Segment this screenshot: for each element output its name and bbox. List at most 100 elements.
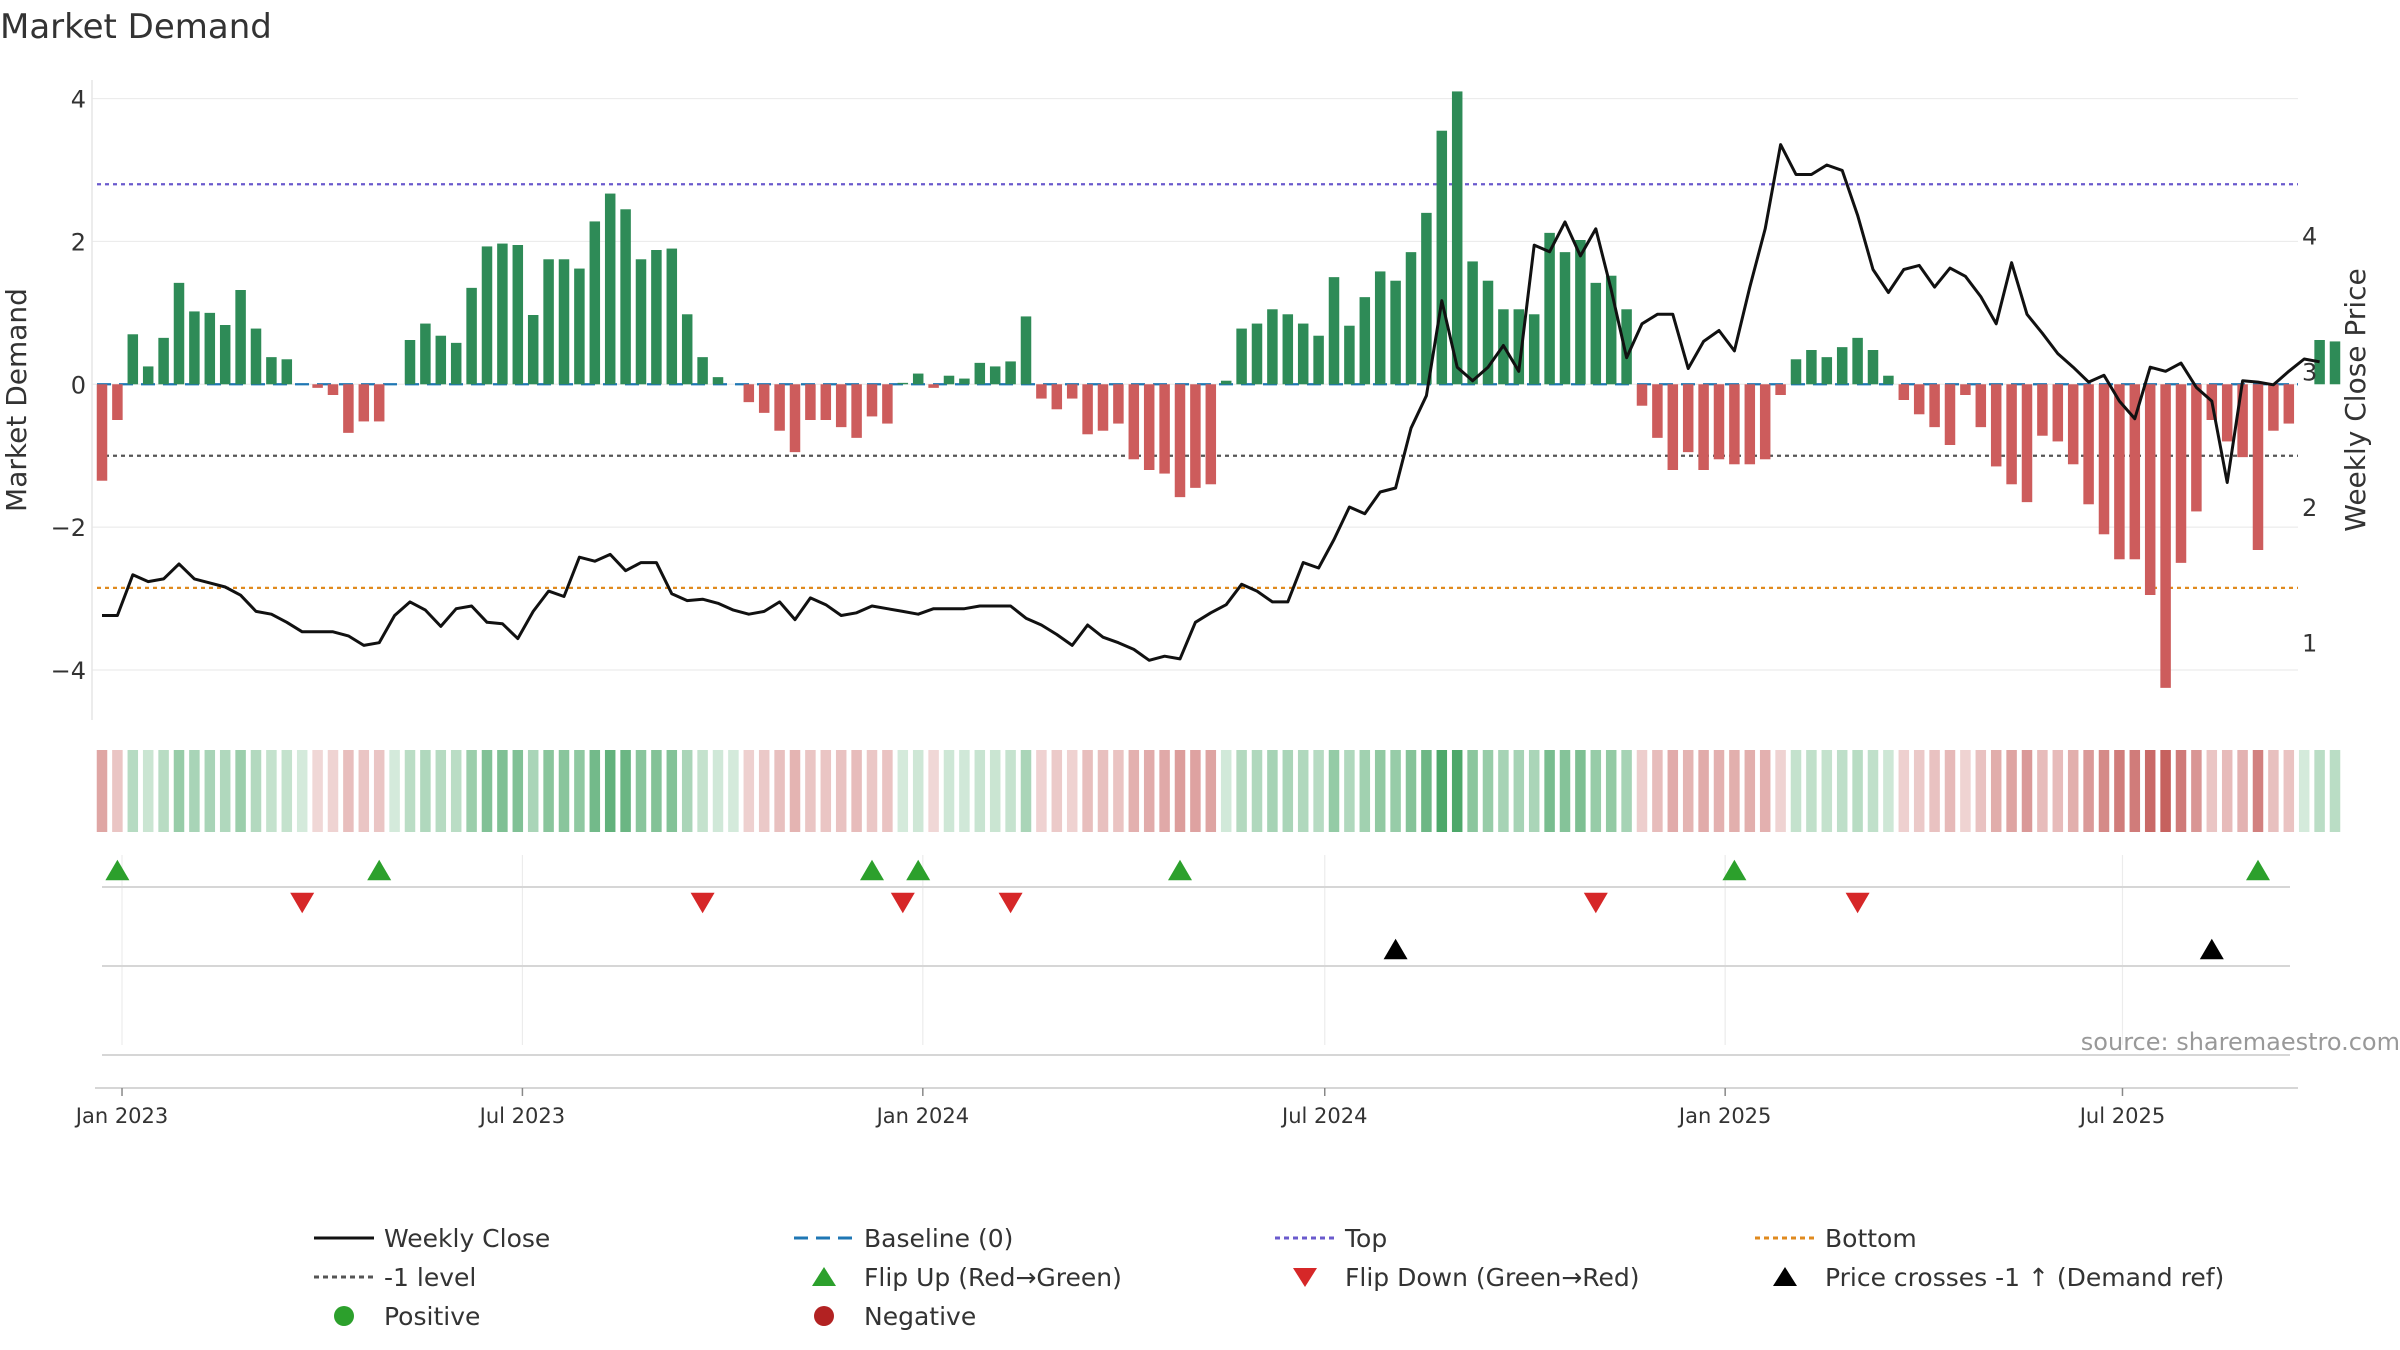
heat-cell-positive [1313, 750, 1324, 832]
heat-cell-negative [1652, 750, 1663, 832]
legend-label: Negative [864, 1302, 976, 1331]
positive-demand-bar [574, 268, 585, 385]
negative-demand-bar [2052, 384, 2064, 442]
heat-cell-positive [589, 750, 601, 832]
heat-cell-negative [1960, 750, 1971, 832]
heat-cell-positive [497, 750, 508, 832]
negative-demand-bar [1682, 384, 1694, 453]
heat-cell-positive [1836, 750, 1848, 832]
heat-cell-negative [835, 750, 847, 832]
flip-down-marker [1845, 892, 1870, 914]
heat-cell-negative [2021, 750, 2033, 832]
negative-demand-bar [2083, 384, 2094, 505]
heat-cell-negative [1975, 750, 1987, 832]
heat-cell-positive [1421, 750, 1432, 832]
negative-demand-bar [928, 384, 939, 388]
positive-demand-bar [1621, 309, 1632, 385]
heat-cell-negative [1190, 750, 1201, 832]
positive-demand-bar [1528, 314, 1540, 385]
heat-cell-positive [2298, 750, 2310, 832]
heat-cell-positive [558, 750, 570, 832]
heat-cell-positive [266, 750, 277, 832]
positive-demand-bar [1297, 323, 1309, 385]
negative-demand-bar [343, 384, 354, 433]
heat-cell-positive [712, 750, 724, 832]
heat-cell-negative [1729, 750, 1740, 832]
legend-label: Top [1344, 1224, 1387, 1253]
heat-cell-negative [2144, 750, 2156, 832]
negative-demand-bar [1744, 384, 1756, 465]
positive-demand-bar [912, 373, 924, 385]
positive-demand-bar [604, 193, 616, 385]
heat-cell-positive [1267, 750, 1278, 832]
heat-cell-positive [173, 750, 185, 832]
heat-cell-positive [466, 750, 477, 832]
heat-cell-positive [189, 750, 200, 832]
price-cross-marker [2199, 938, 2224, 960]
heat-cell-negative [1082, 750, 1093, 832]
heat-cell-positive [142, 750, 154, 832]
heat-cell-positive [2314, 750, 2325, 832]
heat-cell-negative [1944, 750, 1956, 832]
negative-demand-bar [2006, 384, 2017, 485]
legend-label: Baseline (0) [864, 1224, 1013, 1253]
positive-demand-bar [420, 323, 431, 385]
heat-cell-positive [974, 750, 986, 832]
positive-demand-bar [127, 334, 139, 385]
heat-cell-negative [1159, 750, 1170, 832]
positive-demand-bar [266, 357, 277, 385]
heat-cell-positive [1867, 750, 1879, 832]
positive-demand-bar [974, 362, 986, 385]
heat-cell-negative [2052, 750, 2064, 832]
heat-cell-negative [2283, 750, 2295, 832]
legend-label: -1 level [384, 1263, 476, 1292]
positive-demand-bar [635, 259, 647, 385]
flip-down-marker [1583, 892, 1608, 914]
heat-cell-positive [989, 750, 1001, 832]
positive-demand-bar [404, 340, 416, 385]
heat-cell-negative [96, 750, 108, 832]
negative-demand-bar [743, 384, 755, 403]
heat-cell-positive [897, 750, 909, 832]
legend-label: Bottom [1825, 1224, 1917, 1253]
heat-cell-positive [635, 750, 647, 832]
flip-up-marker [2246, 859, 2270, 881]
left-tick-label: −2 [51, 514, 86, 542]
heat-cell-positive [1575, 750, 1586, 832]
heat-cell-negative [1913, 750, 1925, 832]
negative-demand-bar [1205, 384, 1217, 485]
negative-demand-bar [1729, 384, 1740, 465]
positive-demand-bar [2329, 341, 2341, 385]
heat-strip [96, 750, 2341, 832]
negative-demand-bar [373, 384, 385, 422]
heat-cell-negative [1113, 750, 1124, 832]
heat-cell-negative [1143, 750, 1155, 832]
heat-cell-positive [1621, 750, 1632, 832]
flip-up-marker [860, 859, 884, 881]
positive-demand-bar [1359, 297, 1371, 385]
heat-cell-negative [928, 750, 939, 832]
heat-cell-positive [728, 750, 739, 832]
heat-cell-positive [481, 750, 493, 832]
negative-demand-bar [2252, 384, 2264, 550]
negative-demand-bar [2175, 384, 2187, 563]
price-cross-marker [1383, 938, 1408, 960]
legend-label: Price crosses -1 ↑ (Demand ref) [1825, 1263, 2224, 1292]
heat-cell-negative [343, 750, 354, 832]
heat-cell-positive [450, 750, 462, 832]
legend-swatch-triangle-up [1773, 1267, 1797, 1286]
negative-demand-bar [2268, 384, 2279, 431]
positive-demand-bar [558, 259, 570, 385]
left-tick-label: 4 [71, 86, 86, 114]
negative-demand-bar [851, 384, 862, 438]
positive-demand-bar [250, 328, 262, 385]
positive-demand-bar [543, 259, 554, 385]
heat-cell-negative [2083, 750, 2094, 832]
heat-cell-positive [420, 750, 431, 832]
positive-demand-bar [1390, 280, 1401, 385]
right-tick-label: 4 [2302, 223, 2317, 251]
positive-demand-bar [512, 245, 524, 385]
positive-demand-bar [1405, 252, 1417, 385]
heat-cell-positive [1251, 750, 1263, 832]
